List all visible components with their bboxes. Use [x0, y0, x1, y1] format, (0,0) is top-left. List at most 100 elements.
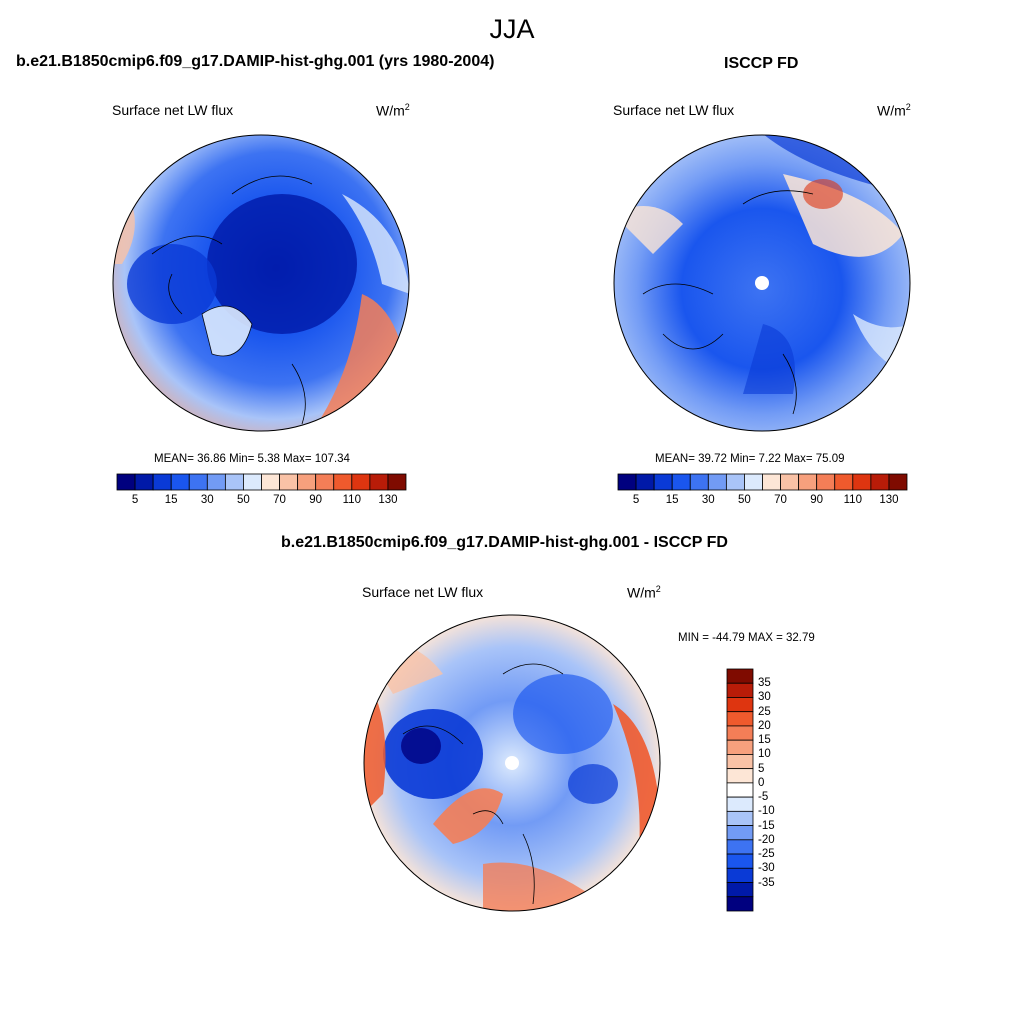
- colorbar-tick-label: 35: [758, 677, 771, 690]
- colorbar-box: [653, 473, 673, 491]
- panel3-colorbar: [726, 668, 754, 912]
- panel1-units-label: W/m2: [376, 102, 410, 119]
- colorbar-tick-label: 0: [758, 776, 765, 789]
- panel1-variable-label: Surface net LW flux: [112, 102, 234, 118]
- colorbar-tick-label: 70: [273, 494, 286, 506]
- panel2-units-label: W/m2: [877, 102, 911, 119]
- colorbar-box: [726, 882, 754, 898]
- colorbar-tick-label: 110: [843, 494, 862, 506]
- colorbar-box: [387, 473, 407, 491]
- colorbar-box: [726, 697, 754, 713]
- colorbar-box: [780, 473, 800, 491]
- colorbar-tick-label: 30: [701, 494, 715, 506]
- colorbar-box: [635, 473, 655, 491]
- colorbar-tick-label: 50: [237, 494, 250, 506]
- colorbar-box: [134, 473, 154, 491]
- panel3-variable-label: Surface net LW flux: [362, 584, 484, 600]
- colorbar-tick-label: 5: [632, 494, 640, 506]
- colorbar-tick-label: 130: [879, 494, 899, 506]
- colorbar-tick-label: 5: [758, 762, 765, 775]
- colorbar-tick-label: 130: [378, 494, 398, 506]
- panel2-title: ISCCP FD: [724, 55, 799, 72]
- colorbar-tick-label: 90: [309, 494, 323, 506]
- panel3-title: b.e21.B1850cmip6.f09_g17.DAMIP-hist-ghg.…: [281, 534, 728, 551]
- colorbar-box: [726, 668, 754, 684]
- colorbar-box: [689, 473, 709, 491]
- colorbar-tick-label: 15: [665, 494, 679, 506]
- colorbar-box: [798, 473, 818, 491]
- colorbar-box: [315, 473, 335, 491]
- colorbar-box: [224, 473, 244, 491]
- colorbar-box: [261, 473, 280, 491]
- colorbar-box: [243, 473, 262, 491]
- figure-title: JJA: [489, 14, 535, 44]
- colorbar-box: [726, 810, 754, 826]
- colorbar-box: [726, 839, 754, 855]
- colorbar-box: [726, 754, 754, 770]
- colorbar-tick-label: 15: [758, 734, 771, 747]
- colorbar-box: [351, 473, 371, 491]
- colorbar-box: [617, 473, 637, 491]
- colorbar-tick-label: 15: [164, 494, 178, 506]
- colorbar-box: [152, 473, 172, 491]
- colorbar-box: [188, 473, 208, 491]
- colorbar-tick-label: 5: [131, 494, 139, 506]
- colorbar-box: [671, 473, 691, 491]
- colorbar-tick-label: 30: [758, 691, 771, 704]
- colorbar-box: [297, 473, 317, 491]
- panel2-variable-label: Surface net LW flux: [613, 102, 735, 118]
- colorbar-box: [726, 825, 754, 841]
- colorbar-box: [726, 682, 754, 698]
- colorbar-box: [744, 473, 763, 491]
- colorbar-box: [888, 473, 908, 491]
- panel3-polar-map: [363, 614, 661, 912]
- colorbar-tick-label: -10: [758, 805, 775, 818]
- panel3-colorbar-ticks: 35 30 25 20 15 10 5 0 -5 -10 -15 -20 -25 -30 -35: [758, 669, 798, 911]
- panel3-stats: MIN = -44.79 MAX = 32.79: [678, 632, 815, 644]
- colorbar-box: [726, 768, 754, 784]
- colorbar-box: [852, 473, 872, 491]
- panel3-units-label: W/m2: [627, 584, 661, 601]
- colorbar-tick-label: -20: [758, 833, 775, 846]
- colorbar-box: [725, 473, 745, 491]
- colorbar-tick-label: 20: [758, 719, 771, 732]
- colorbar-box: [726, 796, 754, 812]
- colorbar-box: [170, 473, 190, 491]
- colorbar-box: [870, 473, 890, 491]
- colorbar-box: [726, 896, 754, 912]
- colorbar-box: [726, 853, 754, 869]
- colorbar-box: [834, 473, 854, 491]
- colorbar-tick-label: 25: [758, 705, 771, 718]
- colorbar-box: [762, 473, 781, 491]
- colorbar-box: [726, 867, 754, 883]
- colorbar-box: [116, 473, 136, 491]
- colorbar-box: [279, 473, 299, 491]
- colorbar-box: [726, 725, 754, 741]
- colorbar-tick-label: 110: [342, 494, 361, 506]
- panel1-title: b.e21.B1850cmip6.f09_g17.DAMIP-hist-ghg.…: [16, 53, 495, 70]
- colorbar-box: [726, 711, 754, 727]
- colorbar-box: [726, 782, 754, 798]
- panel1-polar-map: [112, 134, 410, 432]
- colorbar-box: [726, 739, 754, 755]
- colorbar-box: [707, 473, 727, 491]
- colorbar-box: [816, 473, 836, 491]
- colorbar-tick-label: 30: [200, 494, 214, 506]
- colorbar-tick-label: -15: [758, 819, 775, 832]
- colorbar-box: [333, 473, 353, 491]
- panel1-stats: MEAN= 36.86 Min= 5.38 Max= 107.34: [154, 453, 350, 465]
- panel2-stats: MEAN= 39.72 Min= 7.22 Max= 75.09: [655, 453, 845, 465]
- panel2-polar-map: [613, 134, 911, 432]
- colorbar-tick-label: -30: [758, 862, 775, 875]
- colorbar-tick-label: -5: [758, 791, 769, 804]
- colorbar-tick-label: 50: [738, 494, 751, 506]
- colorbar-tick-label: -35: [758, 876, 775, 889]
- colorbar-tick-label: 70: [774, 494, 787, 506]
- colorbar-tick-label: 90: [810, 494, 824, 506]
- panel2-colorbar-ticks: 5 15 30 50 70 90 110 130: [618, 494, 907, 508]
- colorbar-tick-label: 10: [758, 748, 771, 761]
- panel1-colorbar-ticks: 5 15 30 50 70 90 110 130: [117, 494, 406, 508]
- panel2-colorbar: [617, 473, 908, 491]
- colorbar-tick-label: -25: [758, 848, 775, 861]
- panel1-colorbar: [116, 473, 407, 491]
